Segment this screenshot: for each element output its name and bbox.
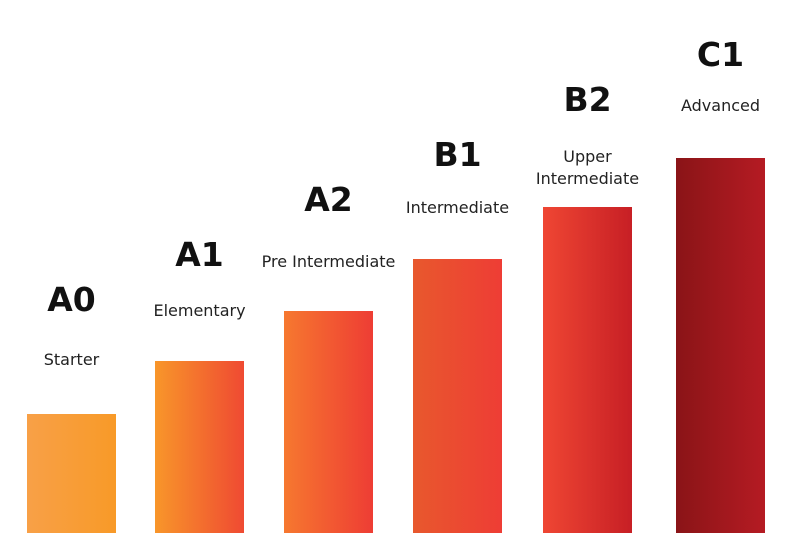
level-bar <box>284 311 373 533</box>
level-bar <box>413 259 502 533</box>
level-label: Intermediate <box>405 198 510 217</box>
level-code: C1 <box>696 35 745 74</box>
level-label: Elementary <box>153 301 246 320</box>
level-bar <box>27 414 116 533</box>
level-label: Upper Intermediate <box>535 147 640 188</box>
level-code: A2 <box>304 180 353 219</box>
level-label: Pre Intermediate <box>261 252 396 271</box>
level-bar <box>676 158 765 533</box>
level-bar <box>155 361 244 533</box>
level-label: Advanced <box>680 96 761 115</box>
level-code: B2 <box>563 80 612 119</box>
level-code: B1 <box>433 135 482 174</box>
level-code: A0 <box>47 280 96 319</box>
level-bar <box>543 207 632 533</box>
level-code: A1 <box>175 235 224 274</box>
level-label: Starter <box>43 350 100 369</box>
